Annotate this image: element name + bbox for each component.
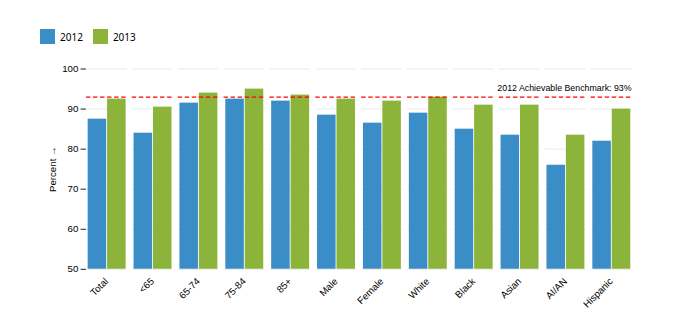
svg-text:Female: Female (355, 276, 386, 307)
svg-text:2012 Achievable Benchmark: 93%: 2012 Achievable Benchmark: 93% (497, 83, 631, 93)
svg-text:80: 80 (68, 143, 79, 154)
svg-text:White: White (406, 276, 431, 301)
html-text:2013: 2013 (112, 29, 136, 44)
svg-text:60: 60 (68, 223, 79, 234)
svg-text:85+: 85+ (274, 275, 294, 295)
svg-text:Asian: Asian (498, 276, 523, 301)
svg-text:50: 50 (68, 263, 79, 274)
svg-text:100: 100 (62, 63, 79, 74)
svg-text:65-74: 65-74 (177, 275, 203, 301)
html-text:2012: 2012 (60, 29, 83, 44)
svg-text:75-84: 75-84 (223, 275, 249, 301)
svg-text:Hispanic: Hispanic (581, 275, 615, 309)
svg-text:AI/AN: AI/AN (543, 276, 569, 302)
svg-text:Percent →: Percent → (47, 146, 58, 192)
svg-text:90: 90 (68, 103, 79, 114)
svg-text:Black: Black (453, 275, 478, 300)
svg-text:<65: <65 (137, 276, 156, 295)
svg-text:70: 70 (68, 183, 79, 194)
svg-text:Total: Total (88, 276, 110, 298)
svg-text:Male: Male (317, 276, 340, 299)
